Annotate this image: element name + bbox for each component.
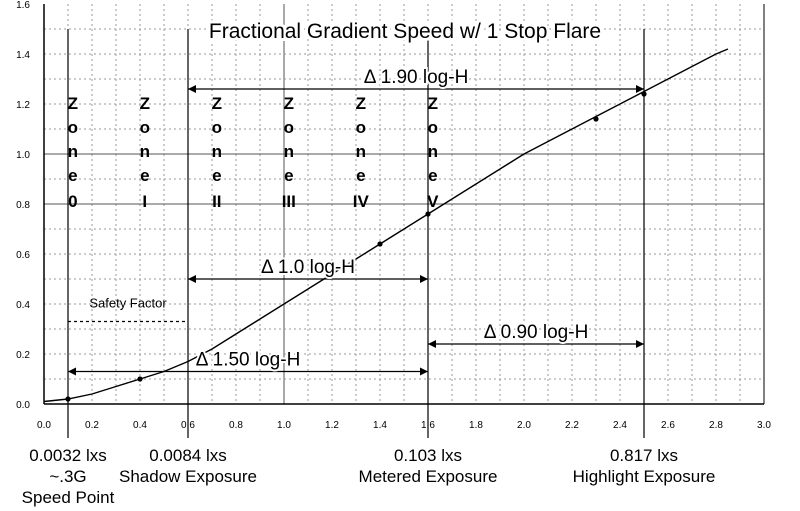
x-tick-label: 0.0: [37, 420, 51, 431]
y-tick-label: 1.4: [16, 50, 30, 61]
y-tick-label: 1.2: [16, 100, 30, 111]
zone-letter: e: [212, 166, 221, 185]
arrow-head: [188, 275, 196, 283]
zone-letter: n: [212, 142, 222, 161]
x-tick-label: 2.0: [517, 420, 531, 431]
x-tick-labels: 0.0 0.2 0.4 0.6 0.8 1.0 1.2 1.4 1.6 1.8 2.0 2.2 2.4 2…: [37, 420, 771, 431]
reference-lines: [67, 29, 645, 438]
x-tick-label: 2.4: [613, 420, 627, 431]
x-tick-label: 1.2: [325, 420, 339, 431]
exposure-label: Speed Point: [22, 488, 115, 507]
exposure-labels: 0.0032 lxs ~.3G Speed Point 0.0084 lxs Shado…: [22, 446, 716, 507]
zone-letter: Z: [356, 94, 366, 113]
arrow-head: [636, 340, 644, 348]
zone-letter: e: [284, 166, 293, 185]
zone-numeral: 0: [68, 192, 77, 211]
range-annotations: Δ 1.90 log-H Δ 1.0 log-H Safety Factor Δ 0.…: [68, 65, 644, 376]
range-label: Δ 1.0 log-H: [261, 257, 355, 278]
zone-letter: o: [140, 118, 150, 137]
zone-letter: e: [428, 166, 437, 185]
arrow-head: [420, 367, 428, 376]
arrow-head: [420, 275, 428, 283]
y-tick-label: 1.6: [16, 0, 30, 11]
y-tick-labels: 0.0 0.2 0.4 0.6 0.8 1.0 1.2 1.4 1.6: [16, 0, 30, 411]
x-tick-label: 0.4: [133, 420, 147, 431]
zone-letter: e: [140, 166, 149, 185]
zone-letter: e: [68, 166, 77, 185]
exposure-label: ~.3G: [49, 467, 86, 486]
characteristic-curve: [43, 48, 729, 403]
zone-letter: n: [140, 142, 150, 161]
range-label: Δ 1.50 log-H: [196, 350, 301, 371]
x-tick-label: 0.8: [229, 420, 243, 431]
curve: [43, 48, 729, 403]
y-tick-label: 1.0: [16, 150, 30, 161]
data-point: [377, 241, 383, 247]
zone-letter: e: [356, 166, 365, 185]
zone-letter: o: [68, 118, 78, 137]
y-tick-label: 0.8: [16, 200, 30, 211]
exposure-label: Highlight Exposure: [573, 467, 716, 486]
data-point: [593, 116, 599, 122]
zone-letter: o: [356, 118, 366, 137]
zone-letter: n: [428, 142, 438, 161]
zone-letter: Z: [68, 94, 78, 113]
data-points: [65, 91, 647, 402]
zone-letter: Z: [140, 94, 150, 113]
chart-title: Fractional Gradient Speed w/ 1 Stop Flar…: [209, 20, 601, 43]
y-tick-label: 0.4: [16, 300, 30, 311]
exposure-label: 0.103 lxs: [394, 446, 462, 465]
zone-numeral: II: [212, 192, 221, 211]
zone-letter: Z: [428, 94, 438, 113]
exposure-label: Shadow Exposure: [119, 467, 257, 486]
zone-numeral: IV: [353, 192, 370, 211]
range-label: Safety Factor: [89, 296, 167, 311]
zone-numeral: I: [142, 192, 147, 211]
data-point: [65, 396, 71, 402]
arrow-head: [428, 340, 436, 348]
y-tick-label: 0.0: [16, 400, 30, 411]
y-tick-label: 0.2: [16, 350, 30, 361]
zone-letter: o: [428, 118, 438, 137]
x-tick-label: 3.0: [757, 420, 771, 431]
data-point: [425, 211, 431, 217]
data-point: [137, 376, 143, 382]
arrow-head: [636, 85, 644, 93]
zone-numeral: III: [282, 192, 296, 211]
x-tick-label: 2.2: [565, 420, 579, 431]
x-tick-label: 2.6: [661, 420, 675, 431]
x-tick-label: 1.4: [373, 420, 387, 431]
zone-letter: Z: [212, 94, 222, 113]
x-tick-label: 1.8: [469, 420, 483, 431]
zone-letter: o: [212, 118, 222, 137]
exposure-label: Metered Exposure: [359, 467, 498, 486]
zone-letter: o: [284, 118, 294, 137]
zone-letter: Z: [284, 94, 294, 113]
zone-letter: n: [68, 142, 78, 161]
data-point: [641, 91, 647, 97]
zone-numeral: V: [427, 192, 439, 211]
x-tick-label: 0.2: [85, 420, 99, 431]
x-tick-label: 1.0: [277, 420, 291, 431]
exposure-label: 0.0032 lxs: [29, 446, 107, 465]
arrow-head: [68, 367, 76, 376]
arrow-head: [188, 85, 196, 93]
exposure-label: 0.0084 lxs: [149, 446, 227, 465]
range-label: Δ 1.90 log-H: [364, 67, 469, 88]
grid: [44, 4, 764, 404]
y-tick-label: 0.6: [16, 250, 30, 261]
x-tick-label: 2.8: [709, 420, 723, 431]
exposure-label: 0.817 lxs: [610, 446, 678, 465]
zone-letter: n: [284, 142, 294, 161]
range-label: Δ 0.90 log-H: [484, 322, 589, 343]
zone-letter: n: [356, 142, 366, 161]
